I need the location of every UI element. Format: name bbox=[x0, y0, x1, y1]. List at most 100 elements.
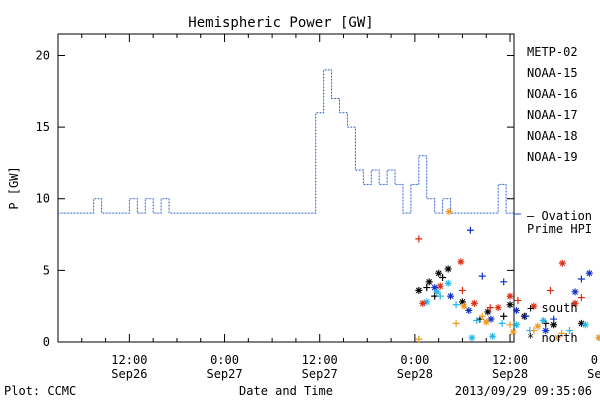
south-point bbox=[486, 304, 494, 312]
south-point bbox=[514, 296, 522, 304]
x-axis-label: Date and Time bbox=[239, 384, 333, 398]
legend-noaa-16: NOAA-16 bbox=[527, 87, 578, 101]
south-point bbox=[452, 301, 460, 309]
y-tick-label: 5 bbox=[43, 263, 50, 277]
south-point bbox=[415, 335, 423, 343]
south-point bbox=[452, 319, 460, 327]
north-point bbox=[460, 302, 468, 310]
x-tick-label-date: Sep27 bbox=[302, 367, 338, 381]
north-point bbox=[431, 284, 439, 292]
north-point bbox=[571, 299, 579, 307]
timestamp: 2013/09/29 09:35:06 bbox=[455, 384, 592, 398]
north-point bbox=[482, 318, 490, 326]
north-point bbox=[457, 258, 465, 266]
legend-metp-02: METP-02 bbox=[527, 45, 578, 59]
legend-noaa-18: NOAA-18 bbox=[527, 129, 578, 143]
north-point bbox=[542, 327, 550, 335]
north-point bbox=[554, 334, 562, 342]
north-point bbox=[577, 319, 585, 327]
south-point bbox=[522, 312, 530, 320]
symbol-legend: + south * north bbox=[527, 301, 578, 345]
y-axis-label: P [GW] bbox=[7, 166, 21, 209]
plot-frame bbox=[57, 33, 515, 343]
south-point bbox=[478, 272, 486, 280]
north-point bbox=[530, 302, 538, 310]
north-point bbox=[433, 288, 441, 296]
y-tick-label: 0 bbox=[43, 335, 50, 349]
south-point bbox=[577, 294, 585, 302]
south-point bbox=[546, 286, 554, 294]
south-point bbox=[577, 275, 585, 283]
legend-noaa-19: NOAA-19 bbox=[527, 150, 578, 164]
south-point bbox=[558, 329, 566, 337]
ovation-legend-line2: Prime HPI bbox=[527, 222, 592, 236]
x-tick-label-date: Sep28 bbox=[397, 367, 433, 381]
series-noaa-19 bbox=[415, 235, 585, 312]
north-point bbox=[435, 269, 443, 277]
north-point bbox=[470, 299, 478, 307]
legend-noaa-15: NOAA-15 bbox=[527, 66, 578, 80]
north-point bbox=[512, 321, 520, 329]
south-point bbox=[530, 327, 538, 335]
north-point bbox=[444, 279, 452, 287]
north-point bbox=[506, 292, 514, 300]
north-point bbox=[465, 306, 473, 314]
y-axis: 0 5 10 15 20 bbox=[36, 48, 514, 349]
chart-title: Hemispheric Power [GW] bbox=[188, 15, 373, 31]
x-tick-label-date: Sep29 bbox=[587, 367, 600, 381]
series-noaa-16 bbox=[423, 279, 600, 342]
north-point bbox=[512, 306, 520, 314]
x-axis: 12:00Sep260:00Sep2712:00Sep270:00Sep2812… bbox=[81, 34, 600, 381]
north-point bbox=[423, 298, 431, 306]
north-point bbox=[489, 332, 497, 340]
south-point bbox=[550, 315, 558, 323]
x-tick-label-time: 0:00 bbox=[210, 353, 239, 367]
x-tick-label-time: 0:00 bbox=[400, 353, 429, 367]
satellite-legend: METP-02 NOAA-15 NOAA-16 NOAA-17 NOAA-18 NOAA-… bbox=[527, 45, 578, 164]
south-point bbox=[436, 292, 444, 300]
x-tick-label-date: Sep26 bbox=[111, 367, 147, 381]
north-point bbox=[506, 301, 514, 309]
ovation-legend-line1: — Ovation bbox=[527, 209, 592, 223]
north-point bbox=[550, 321, 558, 329]
north-point bbox=[585, 269, 593, 277]
ovation-series bbox=[58, 69, 514, 214]
south-point bbox=[498, 319, 506, 327]
x-tick-label-time: 0:00 bbox=[591, 353, 600, 367]
north-point bbox=[534, 322, 542, 330]
north-point bbox=[539, 317, 547, 325]
symbol-legend-south: + south bbox=[527, 301, 578, 315]
south-point bbox=[458, 286, 466, 294]
x-tick-label-date: Sep28 bbox=[492, 367, 528, 381]
symbol-legend-north: * north bbox=[527, 331, 578, 345]
y-tick-label: 20 bbox=[36, 48, 50, 62]
ovation-step-line-solid bbox=[58, 69, 514, 214]
series-noaa-18 bbox=[415, 208, 600, 343]
north-point bbox=[487, 315, 495, 323]
south-point bbox=[473, 317, 481, 325]
y-tick-label: 15 bbox=[36, 120, 50, 134]
south-point bbox=[423, 284, 431, 292]
north-point bbox=[484, 308, 492, 316]
north-point bbox=[581, 321, 589, 329]
north-point bbox=[436, 282, 444, 290]
north-point bbox=[444, 265, 452, 273]
north-point bbox=[571, 288, 579, 296]
south-point bbox=[415, 235, 423, 243]
x-tick-label-time: 12:00 bbox=[111, 353, 147, 367]
satellite-points bbox=[415, 208, 600, 343]
north-point bbox=[415, 286, 423, 294]
north-point bbox=[595, 334, 600, 342]
north-point bbox=[425, 278, 433, 286]
south-point bbox=[500, 312, 508, 320]
series-metp-02 bbox=[415, 265, 585, 329]
north-point bbox=[445, 208, 453, 216]
north-point bbox=[447, 292, 455, 300]
y-tick-label: 10 bbox=[36, 192, 50, 206]
series-noaa-15 bbox=[431, 226, 593, 335]
south-point bbox=[478, 312, 486, 320]
legend-noaa-17: NOAA-17 bbox=[527, 108, 578, 122]
north-point bbox=[419, 299, 427, 307]
south-point bbox=[466, 226, 474, 234]
